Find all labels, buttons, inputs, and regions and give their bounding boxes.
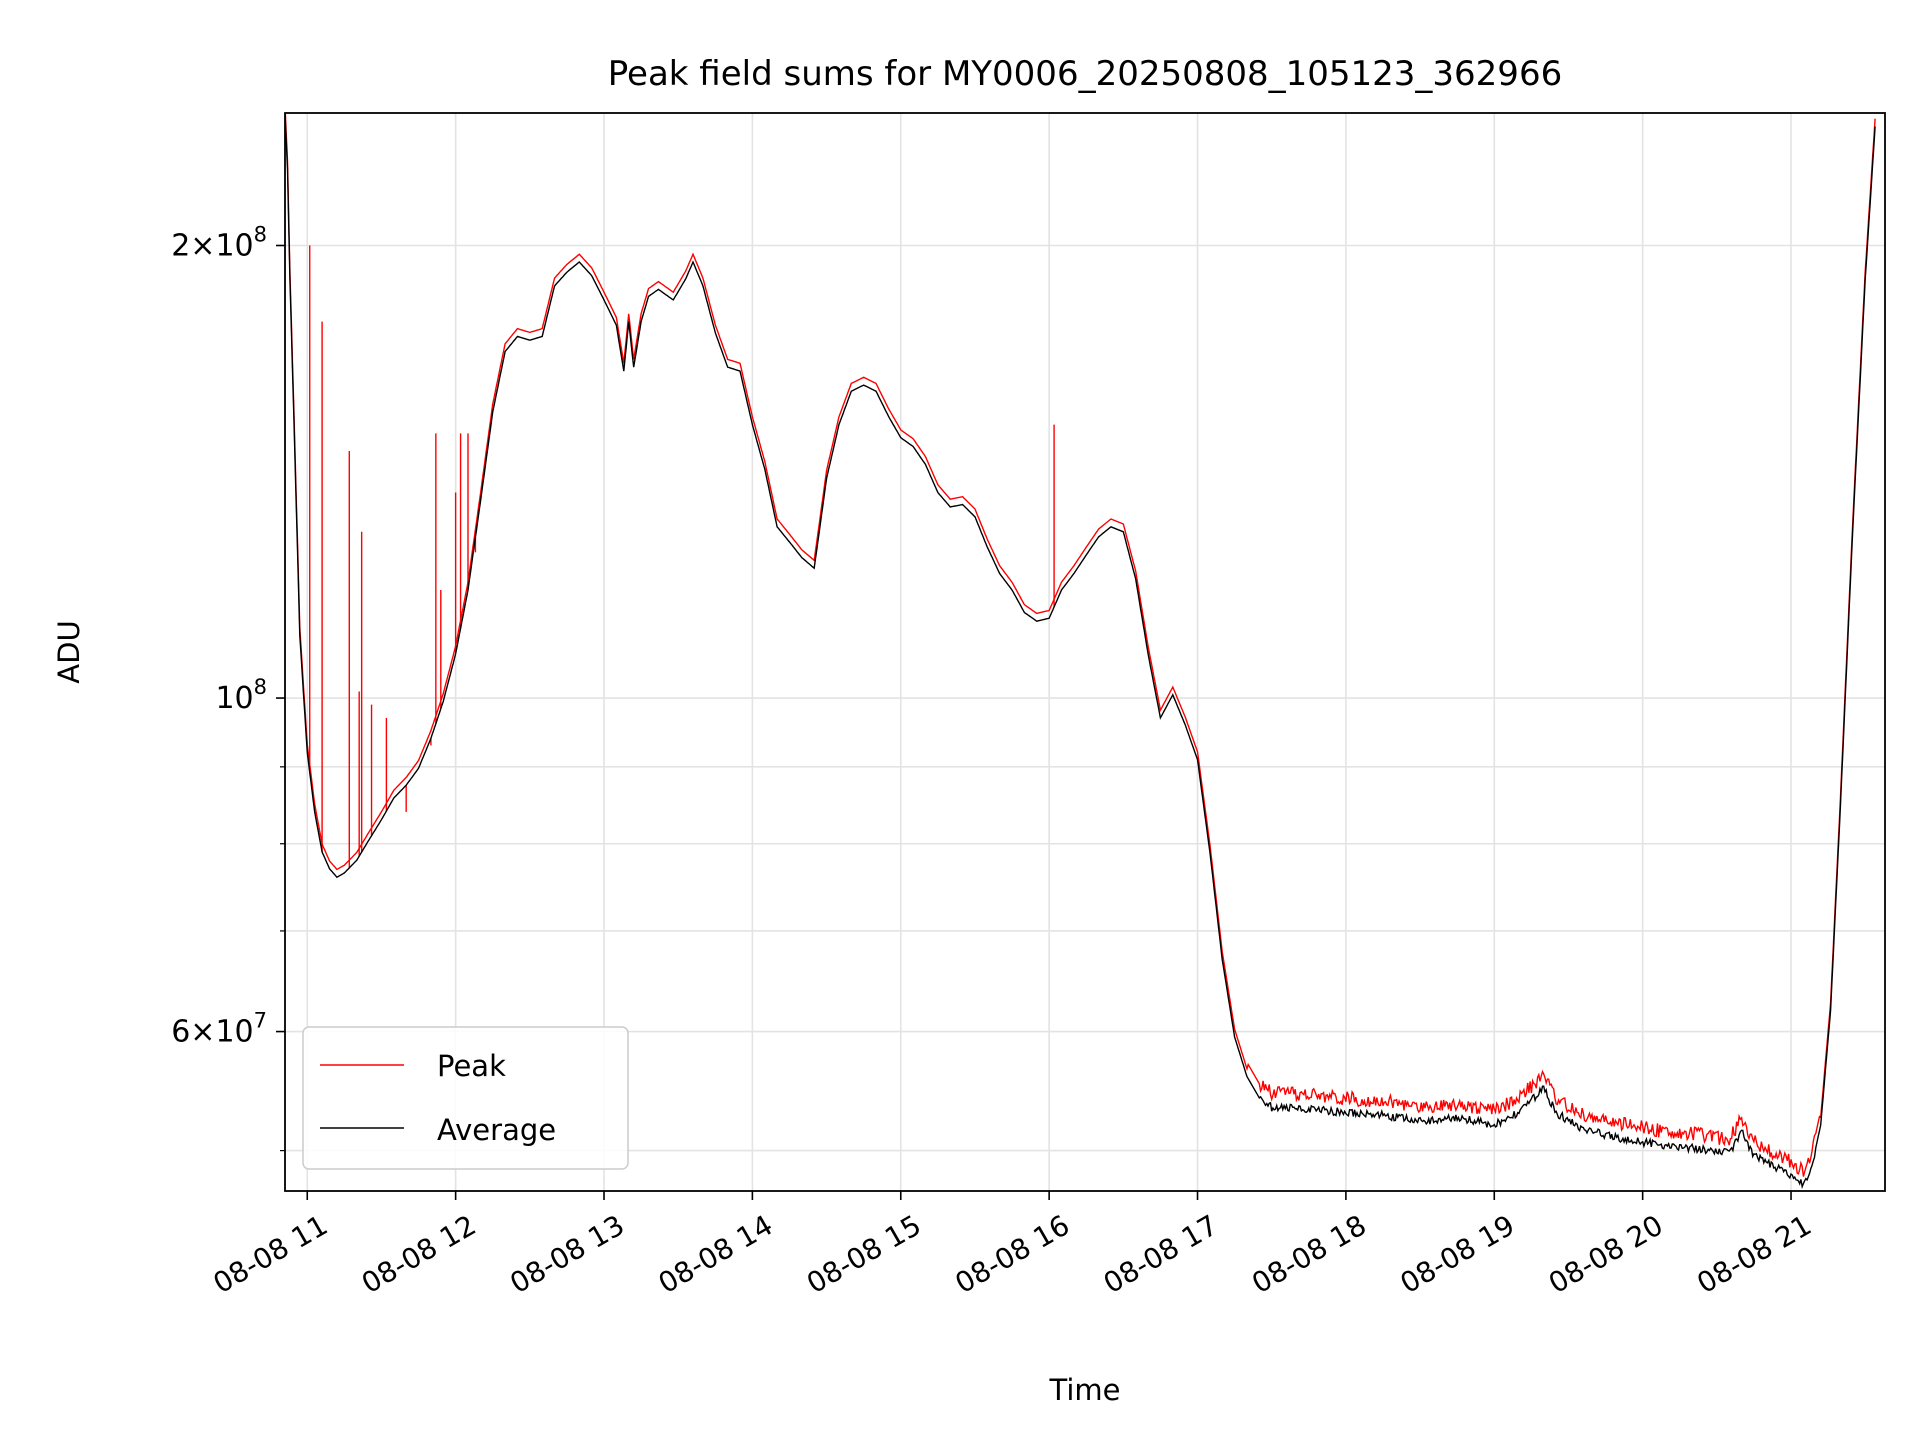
x-tick-label: 08-08 17 [1098, 1208, 1224, 1300]
x-tick-label: 08-08 18 [1246, 1208, 1372, 1300]
plot-frame [284, 112, 1886, 1192]
x-axis: 08-08 11 08-08 12 08-08 13 08-08 14 08-08 15… [208, 1191, 1817, 1300]
series-layer [285, 113, 1876, 1190]
x-tick-label: 08-08 16 [950, 1208, 1076, 1300]
legend-peak-label: Peak [437, 1049, 506, 1083]
x-tick-label: 08-08 11 [208, 1208, 334, 1300]
chart-title: Peak field sums for MY0006_20250808_1051… [608, 54, 1562, 94]
y-tick-label: 6×107 [171, 1009, 267, 1050]
legend: Peak Average [302, 1026, 629, 1170]
x-tick-label: 08-08 14 [653, 1208, 779, 1300]
y-tick-label: 2×108 [171, 222, 267, 263]
y-axis: 6×107 108 2×108 [171, 222, 285, 1152]
legend-box [302, 1026, 629, 1170]
x-tick-label: 08-08 21 [1691, 1208, 1817, 1300]
y-axis-label: ADU [52, 620, 86, 683]
x-tick-label: 08-08 15 [801, 1208, 927, 1300]
x-tick-label: 08-08 20 [1543, 1208, 1669, 1300]
y-tick-label: 108 [215, 675, 267, 716]
series-average-line [285, 113, 1876, 1190]
x-axis-label: Time [1049, 1373, 1121, 1407]
legend-average-label: Average [437, 1113, 556, 1147]
series-peak-line [285, 113, 1876, 1177]
x-tick-label: 08-08 13 [504, 1208, 630, 1300]
x-tick-label: 08-08 12 [356, 1208, 482, 1300]
x-tick-label: 08-08 19 [1395, 1208, 1521, 1300]
